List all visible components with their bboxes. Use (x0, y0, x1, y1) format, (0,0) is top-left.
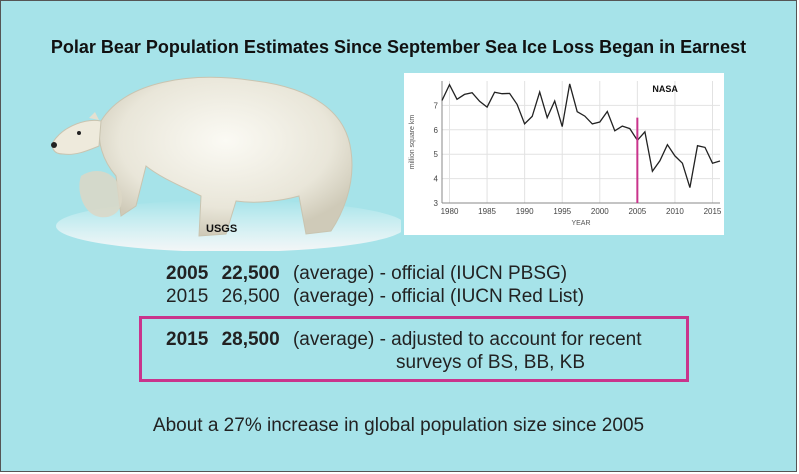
y-tick-label: 3 (434, 199, 439, 208)
x-tick-label: 1985 (478, 207, 496, 216)
x-axis-label: YEAR (571, 220, 590, 227)
page-title: Polar Bear Population Estimates Since Se… (50, 37, 747, 57)
x-tick-label: 1995 (553, 207, 571, 216)
sea-ice-chart: 3 4 5 6 7 1980 1985 1990 1995 2000 2005 2010 2015 YEA… (404, 73, 724, 235)
x-tick-label: 2000 (591, 207, 609, 216)
highlight-row: 2015 28,500 (average) - adjusted to acco… (166, 329, 642, 351)
x-tick-label: 1980 (441, 207, 459, 216)
x-tick-label: 2015 (704, 207, 722, 216)
estimate-desc: (average) - official (IUCN PBSG) (292, 263, 568, 284)
estimate-desc: (average) - official (IUCN Red List) (292, 286, 585, 307)
y-tick-label: 5 (434, 150, 439, 159)
highlight-desc-line1: (average) - adjusted to account for rece… (292, 329, 642, 350)
y-axis-label: million square km (409, 115, 416, 170)
highlight-box (139, 316, 689, 382)
polar-bear-photo (51, 76, 401, 251)
y-tick-label: 6 (434, 126, 439, 135)
chart-credit: NASA (652, 84, 678, 94)
estimate-row-2005: 2005 22,500 (average) - official (IUCN P… (166, 263, 567, 285)
estimate-year: 2005 (166, 263, 209, 284)
highlight-value: 28,500 (221, 329, 280, 350)
estimate-year: 2015 (166, 286, 209, 307)
estimate-value: 26,500 (221, 286, 280, 307)
sea-ice-series-line (441, 83, 721, 188)
x-tick-label: 2005 (628, 207, 646, 216)
photo-credit: USGS (206, 223, 238, 235)
highlight-year: 2015 (166, 329, 209, 350)
x-tick-label: 2010 (666, 207, 684, 216)
sea-ice-chart-svg: 3 4 5 6 7 1980 1985 1990 1995 2000 2005 2010 2015 YEA… (409, 81, 722, 227)
x-tick-label: 1990 (516, 207, 534, 216)
estimate-row-2015: 2015 26,500 (average) - official (IUCN R… (166, 286, 584, 308)
summary-footer: About a 27% increase in global populatio… (152, 415, 645, 436)
estimate-value: 22,500 (221, 263, 280, 284)
highlight-desc-line2: surveys of BS, BB, KB (396, 352, 586, 373)
y-tick-label: 4 (434, 175, 439, 184)
y-tick-label: 7 (434, 101, 439, 110)
